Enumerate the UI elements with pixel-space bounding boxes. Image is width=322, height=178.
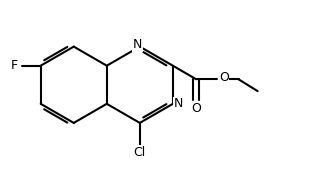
Text: O: O (191, 102, 201, 115)
Text: N: N (174, 97, 183, 110)
Text: Cl: Cl (134, 146, 146, 159)
Text: F: F (10, 59, 18, 72)
Text: O: O (219, 72, 229, 85)
Text: N: N (133, 38, 142, 51)
